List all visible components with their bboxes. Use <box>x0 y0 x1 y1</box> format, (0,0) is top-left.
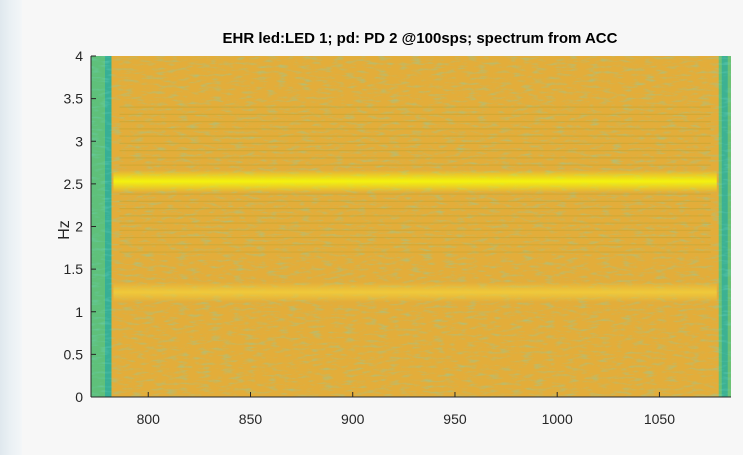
x-tick-label: 1000 <box>542 411 573 427</box>
y-axis-label: Hz <box>56 220 73 240</box>
x-tick-label: 800 <box>137 411 161 427</box>
y-tick-label: 1 <box>75 304 83 320</box>
spectral-band <box>113 282 717 302</box>
ripple-lines <box>119 106 711 253</box>
y-tick-label: 3 <box>75 133 83 149</box>
y-tick-label: 2.5 <box>64 176 84 192</box>
y-tick-label: 0.5 <box>64 346 84 362</box>
spectral-noise <box>91 56 731 397</box>
y-tick-label: 1.5 <box>64 261 84 277</box>
x-axis: 800 850 900 950 1000 1050 <box>91 392 731 427</box>
x-tick-label: 850 <box>239 411 263 427</box>
spectral-band <box>113 170 717 193</box>
plot-area <box>91 56 731 397</box>
y-axis: 0 0.5 1 1.5 2 2.5 3 3.5 4 <box>64 48 96 405</box>
y-tick-label: 4 <box>75 48 83 64</box>
y-tick-label: 0 <box>75 389 83 405</box>
x-tick-label: 1050 <box>644 411 675 427</box>
spectrogram-image <box>91 56 731 397</box>
chart-title: EHR led:LED 1; pd: PD 2 @100sps; spectru… <box>223 30 618 47</box>
y-tick-label: 3.5 <box>64 91 84 107</box>
x-tick-label: 900 <box>341 411 365 427</box>
x-tick-label: 950 <box>443 411 467 427</box>
y-tick-label: 2 <box>75 219 83 235</box>
